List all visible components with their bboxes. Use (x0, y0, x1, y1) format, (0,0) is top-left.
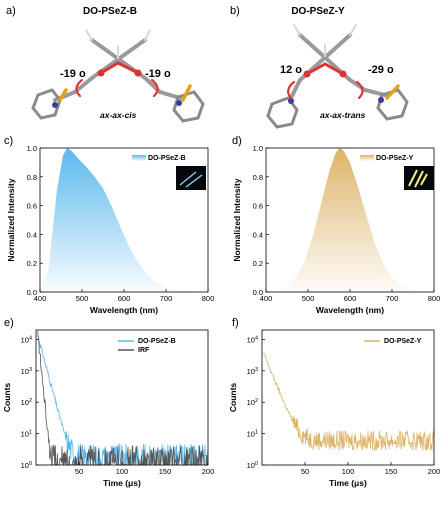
molecule-b-image (266, 24, 409, 129)
x-tick-label: 400 (34, 294, 47, 303)
chart-e: 50 100 150 200 100 101 102 103 104 Time (μs) Count… (2, 329, 215, 488)
molecule-a-image (31, 29, 205, 123)
panel-e-label: e) (4, 317, 14, 329)
y-tick-label: 0.0 (27, 288, 37, 297)
x-tick-label: 50 (75, 467, 83, 476)
y-tick-label: 0.4 (253, 230, 263, 239)
chart-d: 400 500 600 700 800 0.0 0.2 0.4 0.6 0.8 1.0 Wavelen… (232, 144, 440, 315)
conformation-a: ax-ax-cis (100, 110, 137, 120)
photo-c-crystals (179, 171, 203, 188)
x-tick-label: 600 (344, 294, 357, 303)
legend-swatch (360, 155, 374, 161)
x-axis-label: Wavelength (nm) (316, 305, 384, 315)
panel-d-label: d) (232, 135, 242, 147)
x-tick-label: 600 (118, 294, 131, 303)
y-tick-label: 102 (21, 398, 32, 407)
y-tick-label: 0.4 (27, 230, 37, 239)
angle-b-right: -29 o (368, 64, 394, 76)
x-tick-label: 200 (428, 467, 441, 476)
series-line-0 (263, 352, 435, 451)
x-axis-label: Wavelength (nm) (90, 305, 158, 315)
x-tick-label: 400 (260, 294, 273, 303)
legend-label: IRF (138, 347, 150, 354)
x-tick-label: 800 (202, 294, 215, 303)
y-tick-label: 104 (21, 335, 32, 344)
y-axis-label: Counts (228, 383, 238, 413)
series-line-1 (37, 331, 208, 466)
x-tick-label: 150 (159, 467, 172, 476)
y-tick-label: 0.8 (27, 173, 37, 182)
y-tick-label: 0.2 (253, 259, 263, 268)
panel-b-title: DO-PSeZ-Y (291, 6, 345, 17)
x-tick-label: 50 (301, 467, 309, 476)
angle-a-left: -19 o (60, 68, 86, 80)
y-tick-label: 103 (247, 367, 258, 376)
y-tick-label: 103 (21, 367, 32, 376)
legend-swatch (132, 155, 146, 161)
y-axis-label: Counts (2, 383, 12, 413)
y-tick-label: 0.8 (253, 173, 263, 182)
chart-c: 400 500 600 700 800 0.0 0.2 0.4 0.6 0.8 1.0 Wavelen… (6, 144, 214, 315)
x-tick-label: 200 (202, 467, 215, 476)
x-tick-label: 700 (160, 294, 173, 303)
series-area-0 (40, 148, 196, 292)
y-tick-label: 0.6 (253, 202, 263, 211)
y-tick-label: 101 (21, 430, 32, 439)
y-tick-label: 1.0 (253, 144, 263, 153)
legend-label: DO-PSeZ-B (138, 338, 176, 345)
x-axis-label: Time (μs) (103, 478, 141, 488)
y-tick-label: 101 (247, 430, 258, 439)
y-tick-label: 0.6 (27, 202, 37, 211)
series-area-0 (278, 148, 418, 292)
angle-a-right: -19 o (145, 68, 171, 80)
y-tick-label: 102 (247, 398, 258, 407)
y-axis-label: Normalized Intensity (6, 178, 16, 261)
panel-a-label: a) (6, 5, 16, 17)
y-axis-label: Normalized Intensity (232, 178, 242, 261)
panel-f-label: f) (232, 317, 239, 329)
y-tick-label: 100 (247, 461, 258, 470)
y-tick-label: 1.0 (27, 144, 37, 153)
x-tick-label: 150 (385, 467, 398, 476)
y-tick-label: 0.2 (27, 259, 37, 268)
legend-label: DO-PSeZ-B (148, 155, 186, 162)
panel-b-label: b) (230, 5, 240, 17)
photo-d-crystals (408, 169, 428, 188)
y-tick-label: 0.0 (253, 288, 263, 297)
legend-label: DO-PSeZ-Y (384, 338, 422, 345)
x-tick-label: 100 (342, 467, 355, 476)
panel-c-label: c) (4, 135, 13, 147)
photo-c-image (176, 166, 206, 190)
plot-frame (261, 329, 435, 466)
x-tick-label: 100 (116, 467, 129, 476)
conformation-b: ax-ax-trans (320, 110, 366, 120)
x-tick-label: 700 (386, 294, 399, 303)
series-line-0 (37, 334, 209, 466)
chart-f: 50 100 150 200 100 101 102 103 104 Time (μs) Count… (228, 329, 441, 488)
legend-label: DO-PSeZ-Y (376, 155, 414, 162)
x-tick-label: 800 (428, 294, 441, 303)
angle-b-left: 12 o (280, 64, 302, 76)
x-tick-label: 500 (76, 294, 89, 303)
y-tick-label: 104 (247, 335, 258, 344)
panel-a-title: DO-PSeZ-B (83, 6, 137, 17)
x-tick-label: 500 (302, 294, 315, 303)
y-tick-label: 100 (21, 461, 32, 470)
x-axis-label: Time (μs) (329, 478, 367, 488)
